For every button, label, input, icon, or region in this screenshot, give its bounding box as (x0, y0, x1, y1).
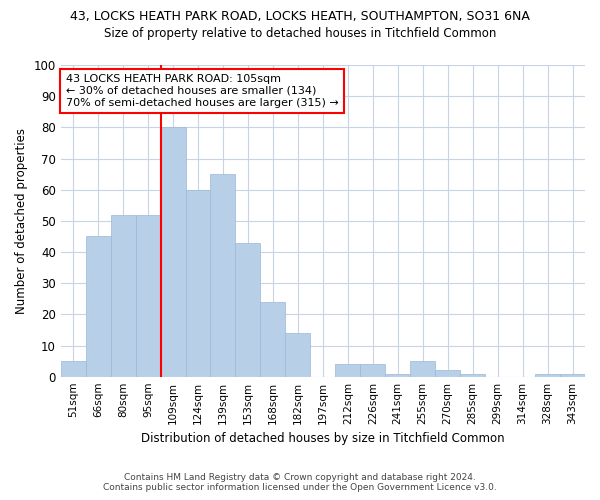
Bar (286, 333, 310, 376)
Bar (161, 128, 185, 376)
Bar (385, 374, 410, 376)
Bar (360, 364, 385, 376)
Text: Size of property relative to detached houses in Titchfield Common: Size of property relative to detached ho… (104, 28, 496, 40)
Bar (86, 236, 110, 376)
Bar (260, 302, 286, 376)
Y-axis label: Number of detached properties: Number of detached properties (15, 128, 28, 314)
Bar (110, 214, 136, 376)
Bar (185, 190, 211, 376)
Bar (211, 174, 235, 376)
X-axis label: Distribution of detached houses by size in Titchfield Common: Distribution of detached houses by size … (141, 432, 505, 445)
Bar (410, 361, 435, 376)
Text: Contains HM Land Registry data © Crown copyright and database right 2024.
Contai: Contains HM Land Registry data © Crown c… (103, 473, 497, 492)
Bar (61, 361, 86, 376)
Bar (235, 242, 260, 376)
Bar (136, 214, 161, 376)
Text: 43 LOCKS HEATH PARK ROAD: 105sqm
← 30% of detached houses are smaller (134)
70% : 43 LOCKS HEATH PARK ROAD: 105sqm ← 30% o… (66, 74, 338, 108)
Bar (335, 364, 360, 376)
Bar (435, 370, 460, 376)
Bar (535, 374, 560, 376)
Text: 43, LOCKS HEATH PARK ROAD, LOCKS HEATH, SOUTHAMPTON, SO31 6NA: 43, LOCKS HEATH PARK ROAD, LOCKS HEATH, … (70, 10, 530, 23)
Bar (460, 374, 485, 376)
Bar (560, 374, 585, 376)
